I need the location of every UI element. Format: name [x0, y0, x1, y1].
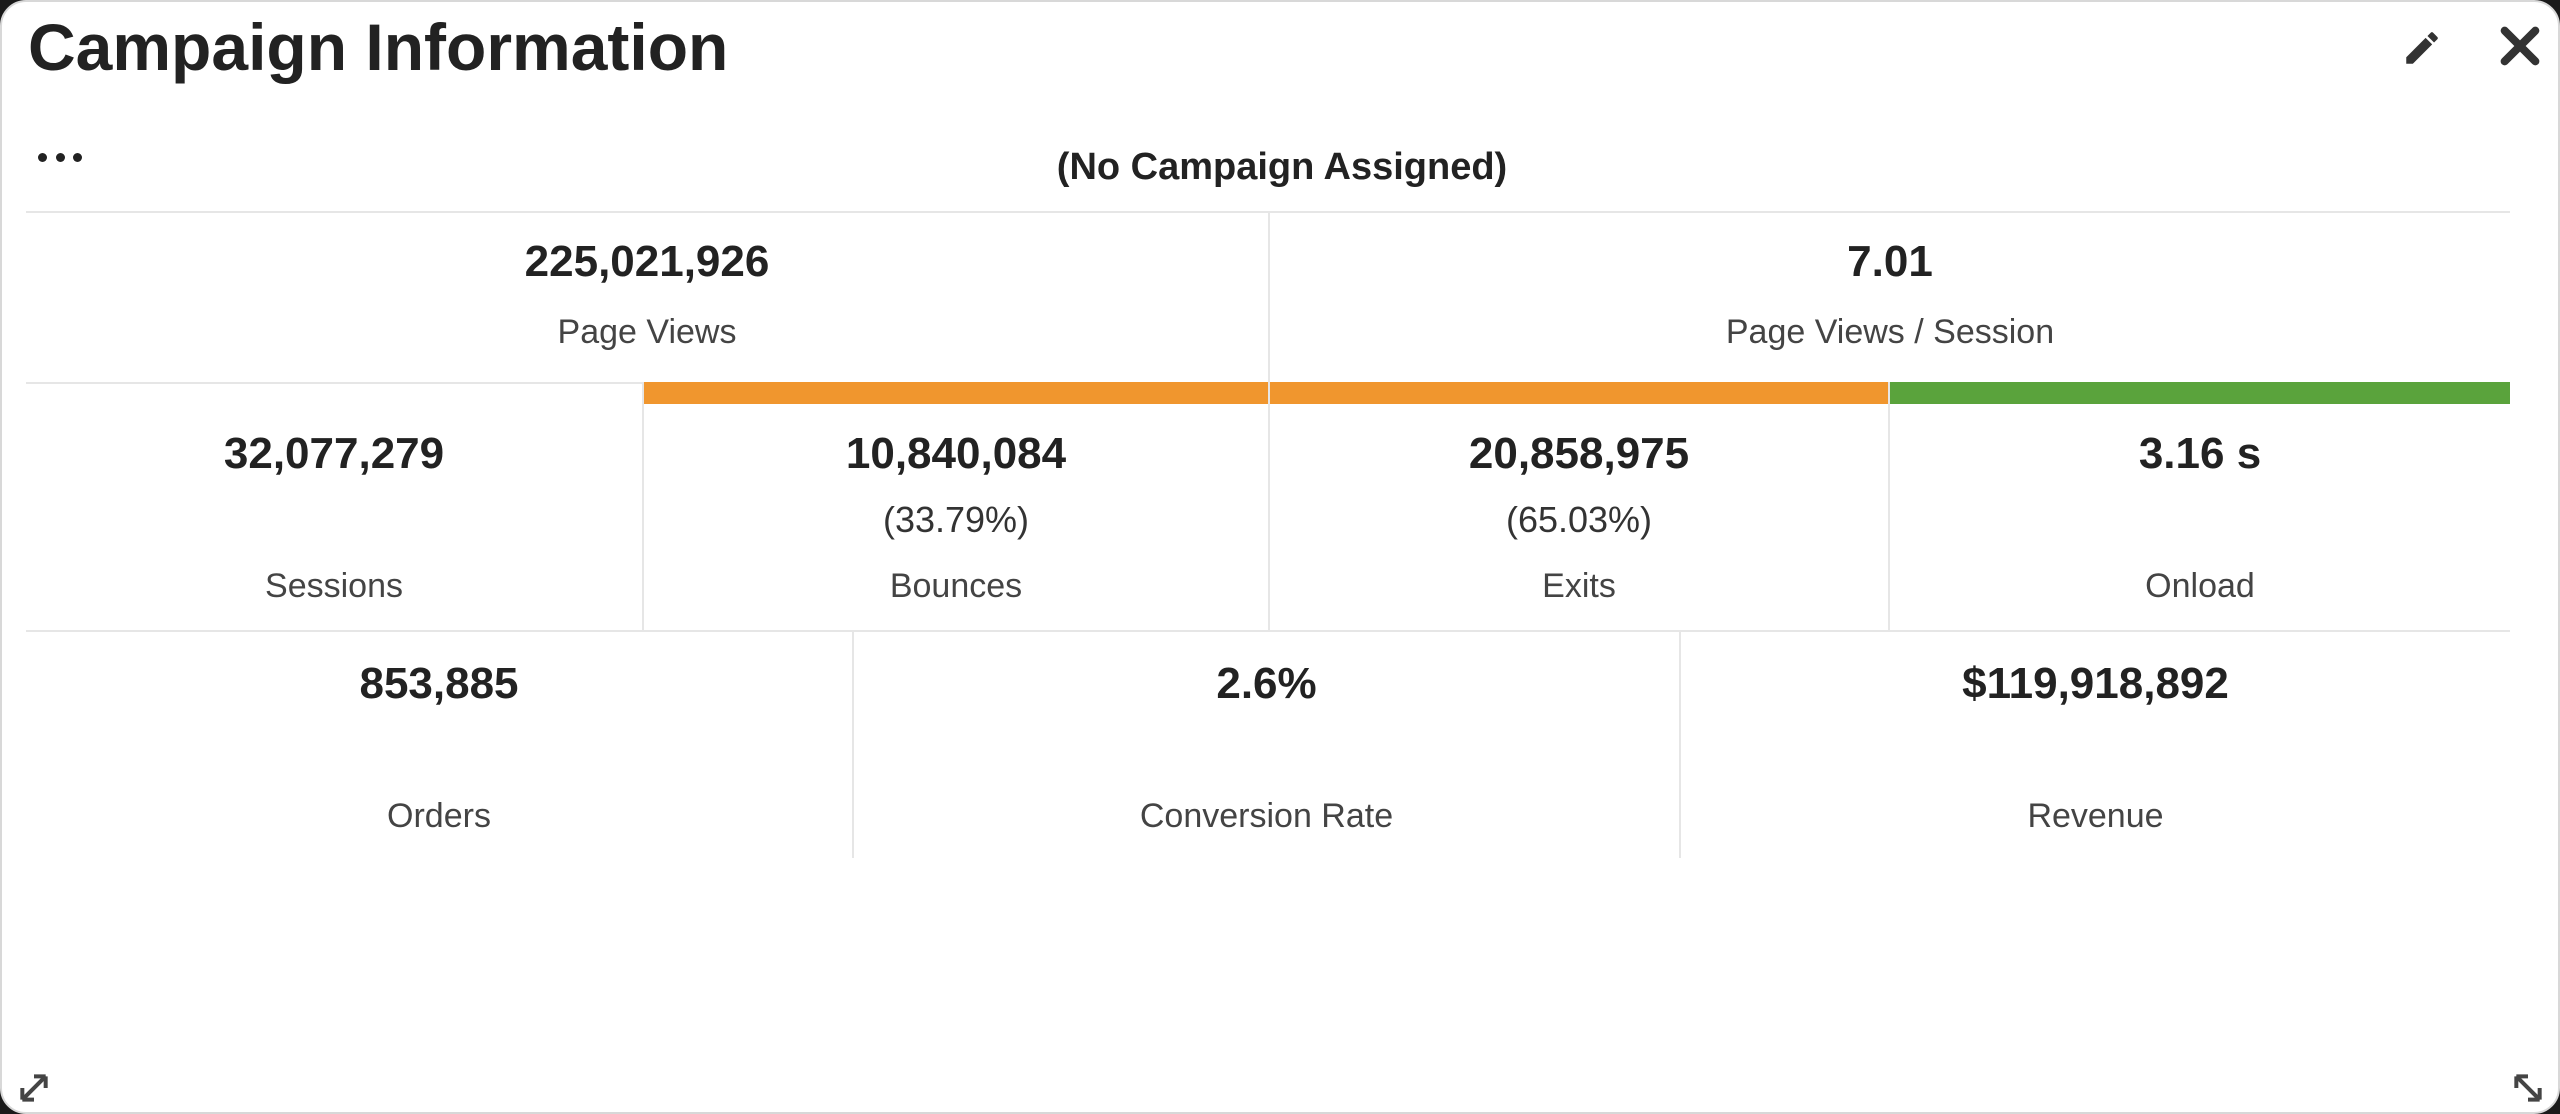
- diagonal-arrows-icon[interactable]: [14, 1068, 58, 1112]
- metric-label: Orders: [387, 797, 491, 835]
- metric-value: 853,885: [359, 659, 519, 708]
- metric-label: Page Views: [557, 313, 737, 351]
- divider: [1268, 212, 1270, 382]
- onload-status-bar: [1890, 382, 2510, 404]
- widget-title: Campaign Information: [28, 10, 729, 84]
- metric-value: 20,858,975: [1468, 429, 1690, 478]
- divider: [1268, 382, 1270, 630]
- metric-percent: (65.03%): [1505, 499, 1653, 540]
- pencil-icon[interactable]: [2394, 20, 2450, 76]
- metric-sessions: 32,077,279 Sessions: [26, 384, 642, 630]
- diagonal-arrows-icon[interactable]: [2508, 1068, 2552, 1112]
- ellipsis-icon[interactable]: [38, 142, 82, 172]
- metric-value: 7.01: [1847, 237, 1933, 286]
- metric-label: Sessions: [265, 567, 403, 605]
- metric-revenue: $119,918,892 Revenue: [1681, 632, 2510, 858]
- exits-status-bar: [1270, 382, 1888, 404]
- divider: [1888, 382, 1890, 630]
- metric-value: $119,918,892: [1962, 659, 2229, 708]
- metric-bounces: 10,840,084 (33.79%) Bounces: [644, 384, 1268, 630]
- divider: [852, 630, 854, 858]
- divider: [26, 630, 2510, 632]
- metric-value: 32,077,279: [223, 429, 445, 478]
- metric-percent: (33.79%): [882, 499, 1030, 540]
- metric-page-views-per-session: 7.01 Page Views / Session: [1270, 212, 2510, 382]
- metric-onload: 3.16 s Onload: [1890, 384, 2510, 630]
- metric-label: Page Views / Session: [1725, 313, 2055, 351]
- metric-exits: 20,858,975 (65.03%) Exits: [1270, 384, 1888, 630]
- metric-label: Bounces: [889, 567, 1023, 605]
- metric-label: Onload: [2145, 567, 2255, 605]
- metric-label: Conversion Rate: [1139, 797, 1394, 835]
- metric-conversion-rate: 2.6% Conversion Rate: [854, 632, 1679, 858]
- metric-page-views: 225,021,926 Page Views: [26, 212, 1268, 382]
- bounces-status-bar: [644, 382, 1268, 404]
- divider: [1679, 630, 1681, 858]
- divider: [642, 382, 644, 630]
- metric-label: Revenue: [2027, 797, 2164, 835]
- metric-label: Exits: [1542, 567, 1616, 605]
- metric-value: 3.16 s: [2138, 429, 2262, 478]
- campaign-name: (No Campaign Assigned): [1056, 146, 1508, 188]
- metric-value: 10,840,084: [845, 429, 1067, 478]
- metric-value: 225,021,926: [524, 237, 770, 286]
- metric-value: 2.6%: [1216, 659, 1317, 708]
- close-icon[interactable]: [2488, 14, 2552, 78]
- metric-orders: 853,885 Orders: [26, 632, 852, 858]
